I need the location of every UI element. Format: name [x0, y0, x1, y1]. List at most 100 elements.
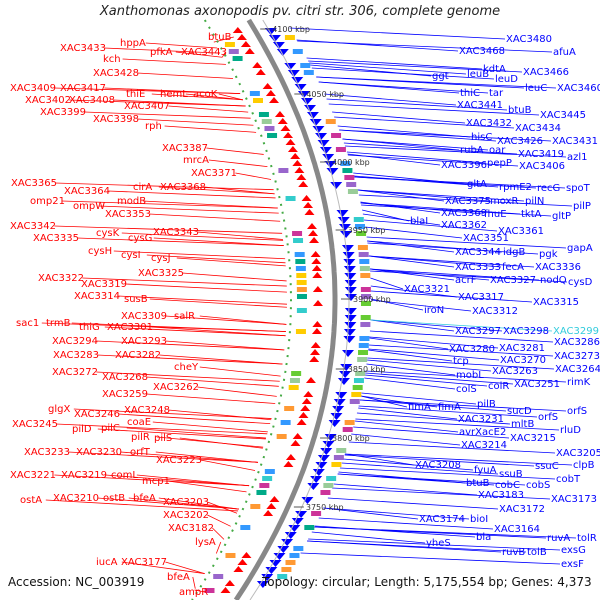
- reverse-gene-arrow: [324, 434, 337, 441]
- reverse-gene-arrow: [256, 581, 269, 588]
- reverse-gene-label: sucD: [507, 406, 532, 417]
- forward-label-connector: [165, 561, 205, 575]
- reverse-gene-label: pilP: [573, 201, 591, 212]
- forward-gene-arrow: [263, 510, 274, 516]
- forward-gene-label: XAC3301: [107, 322, 153, 333]
- forward-gene-label: cirA: [133, 182, 152, 193]
- reverse-label-connector: [363, 219, 498, 232]
- forward-gene-label: XAC3325: [138, 268, 184, 279]
- forward-gene-label: XAC3407: [124, 101, 170, 112]
- reverse-label-connector: [328, 103, 540, 116]
- cog-feature-tile: [360, 287, 371, 292]
- forward-label-connector: [192, 576, 196, 589]
- reverse-gene-arrow: [287, 70, 300, 77]
- forward-label-connector: [82, 277, 287, 287]
- forward-gene-label: omp21: [30, 196, 65, 207]
- reverse-label-connector: [357, 189, 525, 202]
- reverse-gene-label: XAC3183: [478, 490, 524, 501]
- forward-gene-label: mcp1: [142, 476, 170, 487]
- cog-feature-tile: [342, 168, 353, 173]
- reverse-gene-label: pilN: [525, 196, 544, 207]
- reverse-gene-label: ssuB: [499, 469, 523, 480]
- cog-feature-tile: [295, 259, 306, 264]
- reverse-gene-label: XAC3406: [519, 161, 565, 172]
- reverse-gene-arrow: [340, 364, 353, 371]
- reverse-gene-label: XAC3445: [540, 110, 586, 121]
- reverse-gene-label: pgk: [539, 249, 558, 260]
- forward-label-connector: [121, 232, 284, 241]
- forward-gene-label: XAC3417: [60, 83, 106, 94]
- reverse-gene-label: avrXacE2: [459, 427, 506, 438]
- reverse-gene-label: XAC3299: [553, 326, 599, 337]
- forward-label-connector: [164, 125, 257, 133]
- forward-label-connector: [168, 409, 272, 421]
- forward-gene-label: cysG: [128, 233, 152, 244]
- forward-label-connector: [55, 182, 274, 191]
- reverse-gene-label: XAC3375: [445, 196, 491, 207]
- reverse-gene-label: cobC: [495, 480, 520, 491]
- reverse-gene-arrow: [288, 525, 301, 532]
- forward-label-connector: [56, 423, 268, 435]
- reverse-label-connector: [323, 507, 419, 520]
- forward-gene-label: cysI: [121, 250, 141, 261]
- forward-label-connectors: [41, 36, 288, 593]
- genome-backbone: [191, 18, 350, 600]
- forward-gene-label: orfT: [130, 447, 151, 458]
- backbone-circle: [233, 18, 338, 600]
- reverse-gene-label: XAC3214: [461, 440, 507, 451]
- reverse-gene-arrow: [312, 126, 325, 133]
- reverse-label-connector: [332, 487, 551, 500]
- forward-gene-label: XAC3335: [33, 233, 79, 244]
- forward-gene-arrow: [312, 286, 323, 292]
- reverse-gene-label: XAC3172: [499, 504, 545, 515]
- reverse-gene-arrow: [339, 371, 352, 378]
- reverse-gene-arrow: [342, 350, 355, 357]
- forward-gene-label: XAC3343: [153, 227, 199, 238]
- reverse-gene-arrow: [301, 497, 314, 504]
- forward-gene-label: mrcA: [183, 155, 209, 166]
- forward-gene-label: XAC3409: [10, 83, 56, 94]
- reverse-gene-label: XAC3441: [457, 100, 503, 111]
- reverse-gene-arrow: [344, 315, 357, 322]
- forward-gene-label: XAC3314: [74, 291, 120, 302]
- reverse-label-connector: [361, 204, 552, 217]
- reverse-gene-label: colS: [456, 384, 477, 395]
- forward-label-connector: [206, 147, 264, 155]
- reverse-gene-arrow: [330, 182, 343, 189]
- reverse-label-connector: [370, 319, 553, 332]
- forward-gene-arrow: [265, 90, 276, 96]
- forward-gene-arrow: [232, 27, 243, 33]
- forward-gene-label: susB: [124, 294, 148, 305]
- forward-gene-label: XAC3248: [124, 405, 170, 416]
- cog-feature-tile: [352, 385, 363, 390]
- forward-label-connector: [120, 451, 259, 463]
- forward-label-connector: [165, 340, 285, 351]
- forward-gene-label: XAC3246: [74, 409, 120, 420]
- reverse-gene-label: fhuE: [484, 209, 507, 220]
- forward-gene-arrow: [292, 433, 303, 439]
- forward-label-connector: [149, 298, 287, 308]
- reverse-label-connector: [359, 399, 507, 412]
- reverse-gene-label: rluD: [560, 425, 581, 436]
- reverse-label-connector: [344, 454, 535, 467]
- reverse-label-connector: [309, 62, 467, 75]
- forward-gene-label: XAC3282: [115, 350, 161, 361]
- forward-gene-arrow: [304, 209, 315, 215]
- forward-label-connector: [104, 326, 286, 337]
- reverse-label-connector: [370, 285, 458, 298]
- forward-gene-label: sac1: [16, 318, 39, 329]
- forward-label-connector: [212, 527, 225, 540]
- cog-feature-tile: [355, 371, 366, 376]
- forward-gene-label: XAC3245: [12, 419, 58, 430]
- reverse-gene-arrow: [291, 518, 304, 525]
- reverse-gene-label: XAC3419: [518, 149, 564, 160]
- reverse-gene-arrow: [340, 231, 353, 238]
- reverse-gene-arrow: [306, 112, 319, 119]
- forward-gene-label: XAC3365: [11, 178, 57, 189]
- reverse-gene-label: XAC3263: [492, 366, 538, 377]
- reverse-gene-label: XAC3297: [455, 326, 501, 337]
- forward-gene-label: XAC3294: [52, 336, 98, 347]
- reverse-gene-label: XAC3333: [455, 262, 501, 273]
